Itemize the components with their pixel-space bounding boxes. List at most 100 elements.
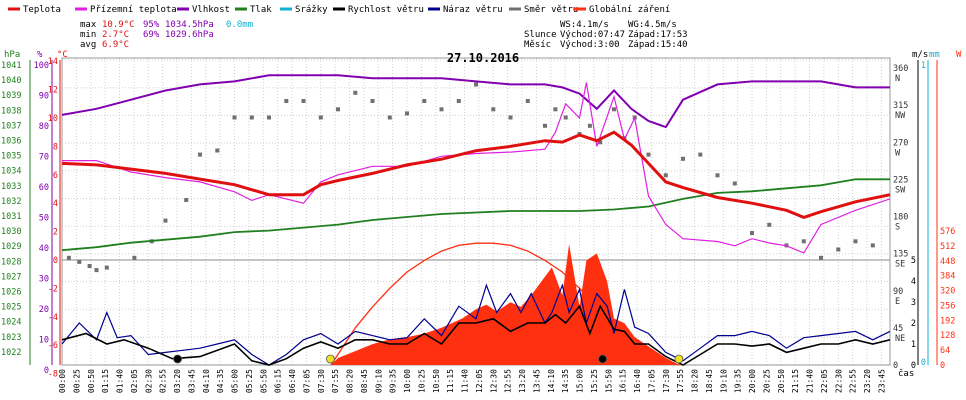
axis-solar-tick: 448 [940,257,955,267]
wind-direction-point [543,123,547,128]
x-tick-label: 18:45 [705,369,714,393]
axis-wind-tick: 4 [911,277,916,287]
wind-direction-point [198,152,202,157]
series-wind-gust-line [61,283,891,366]
wind-direction-point [836,247,841,252]
axis-pct-tick: 0 [44,366,49,376]
wind-direction-point [646,152,651,157]
axis-pct-tick: 70 [39,153,49,163]
axis-pct-tick: 50 [39,214,49,224]
axis-hpa-tick: 1034 [1,167,21,177]
x-tick-label: 08:45 [360,369,369,393]
wind-direction-point [853,239,858,244]
series-solar-radiation-area [331,244,680,365]
axis-temp-tick: 14 [48,57,58,67]
wind-direction-point [215,148,220,153]
stats-max-temp: 10.9°C [102,20,135,30]
x-tick-label: 04:35 [216,369,225,393]
x-tick-label: 22:30 [834,369,843,393]
axis-dir-label: NE [895,334,905,344]
axis-wind-tick: 5 [911,256,916,266]
stats-max-label: max [80,20,97,30]
wind-direction-point [353,90,358,95]
axis-temp-tick: 8 [53,142,58,152]
wind-direction-point [104,265,109,270]
axis-rain-tick: 0 [921,358,926,368]
x-tick-label: 15:00 [576,369,585,393]
axis-hpa-unit: hPa [4,50,20,60]
axis-wind-tick: 0 [911,361,916,371]
x-tick-label: 23:20 [863,369,872,393]
wind-direction-point [732,181,737,186]
axis-solar-tick: 64 [940,346,950,356]
axis-hpa-tick: 1026 [1,288,21,298]
x-tick-label: 14:35 [561,369,570,393]
legend-label-precipitation: Srážky [295,5,328,15]
axis-dir-tick: 225 [893,175,908,185]
axis-solar-tick: 512 [940,242,955,252]
wind-direction-point [508,115,513,120]
wind-direction-point [491,107,496,112]
stats-avg-label: avg [80,40,96,50]
wind-direction-point [587,123,592,128]
series-clear-sky-curve [330,242,680,366]
x-tick-label: 03:20 [173,369,182,393]
x-tick-label: 09:35 [389,369,398,393]
axis-pct-unit: % [37,50,43,60]
stats-min-hum: 69% [143,30,160,40]
legend-label-wind_direction: Směr větru [524,5,578,15]
x-tick-label: 11:40 [461,369,470,393]
axis-temp-tick: -8 [48,370,58,380]
stats-sun-rise: Východ:07:47 [560,30,625,40]
wind-direction-point [66,255,71,260]
legend-label-wind_speed: Rychlost větru [348,5,424,15]
wind-direction-point [819,255,823,260]
axis-temp-tick: -4 [48,313,58,323]
wind-direction-point [439,107,444,112]
axis-dir-label: NW [895,111,906,121]
wind-direction-point [598,140,603,145]
axis-solar-tick: 192 [940,316,955,326]
axis-temp-tick: 12 [48,86,58,96]
axis-hpa-tick: 1039 [1,91,21,101]
x-tick-label: 09:10 [374,369,383,393]
axis-dir-label: W [895,148,901,158]
series-pressure-line [61,178,890,252]
chart-title: 27.10.2016 [447,51,519,65]
axis-hpa-tick: 1031 [1,212,21,222]
wind-direction-point [405,111,409,116]
x-tick-label: 19:10 [719,369,728,393]
axis-temp-tick: 4 [53,199,58,209]
x-tick-label: 07:55 [331,369,340,393]
axis-temp-tick: -2 [48,284,58,294]
wind-direction-point [715,173,720,178]
wind-direction-point [663,173,668,178]
axis-wind-unit: m/s [912,50,928,60]
stats-sun-label: Slunce [524,30,557,40]
wind-direction-point [184,198,189,202]
legend-label-apparent_temperature: Přízemní teplota [90,5,177,15]
x-tick-label: 17:55 [676,369,685,393]
axis-rain-unit: mm [929,50,940,60]
x-tick-label: 10:25 [417,369,426,393]
axis-temp-unit: °C [57,50,68,60]
series-wind-speed-line [61,304,891,366]
axis-pct-tick: 60 [39,183,49,193]
axis-pct-tick: 30 [39,275,49,285]
axis-dir-tick: 90 [893,287,903,297]
axis-wind-tick: 1 [911,340,916,350]
wind-direction-point [870,243,875,248]
axes: hPa% °C m/s mm W1041104010391038103710361035… [1,50,962,393]
axis-solar-tick: 0 [940,361,945,371]
axis-solar-tick: 256 [940,301,955,311]
x-axis-label: čas [898,368,914,379]
axis-pct-tick: 100 [34,61,49,71]
axis-solar-tick: 576 [940,227,955,237]
x-tick-label: 19:35 [734,369,743,393]
x-tick-label: 00:25 [72,369,81,393]
axis-hpa-tick: 1041 [1,61,21,71]
x-tick-label: 02:30 [144,369,153,393]
stats-max-hum: 95% [143,20,160,30]
x-tick-label: 17:05 [647,369,656,393]
x-tick-label: 18:20 [691,369,700,393]
